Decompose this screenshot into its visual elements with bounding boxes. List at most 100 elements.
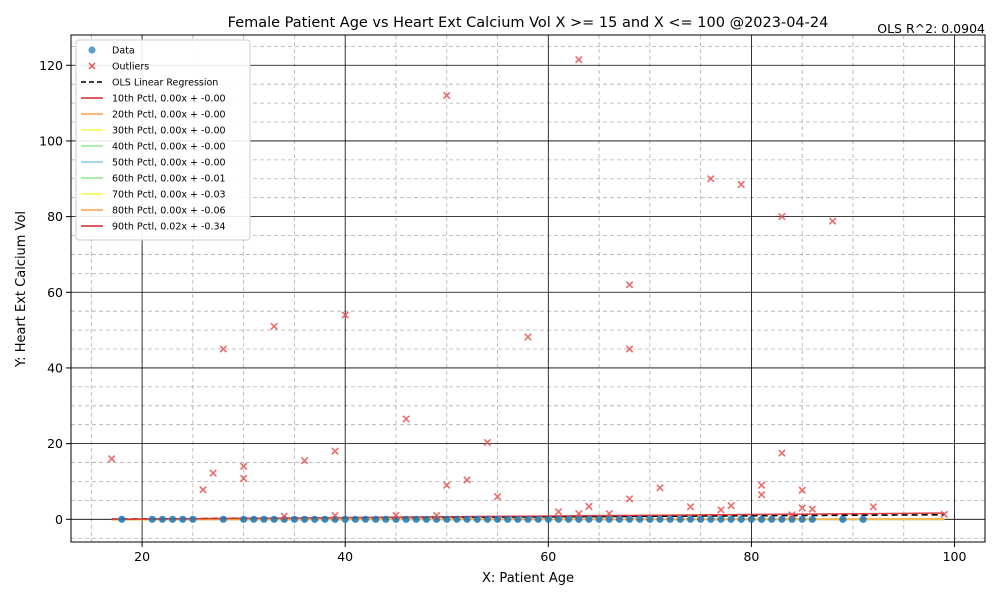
outlier-point [524,333,532,341]
outlier-point [625,280,634,289]
data-point [676,515,684,523]
outlier-point [798,486,806,494]
outlier-point [554,507,563,516]
outlier-point [778,212,786,221]
data-point [250,515,258,523]
data-point [504,515,512,523]
y-tick-label: 20 [47,436,63,451]
outlier-point [331,447,339,455]
data-point [473,515,481,523]
outlier-point [869,503,878,511]
legend-label: 10th Pctl, 0.00x + -0.00 [112,94,226,105]
y-tick-label: 40 [47,360,63,375]
outlier-point [798,504,806,512]
data-point [544,515,552,523]
data-point [331,515,339,523]
data-point [707,515,715,523]
legend-label: 30th Pctl, 0.00x + -0.00 [112,126,226,137]
ols-regression-line [111,513,945,520]
data-point [697,515,705,523]
y-tick-label: 80 [47,209,63,224]
x-tick-label: 20 [134,549,150,564]
data-point [666,515,674,523]
legend-label: 40th Pctl, 0.00x + -0.00 [112,142,226,153]
legend-label: 80th Pctl, 0.00x + -0.06 [112,206,226,217]
data-points [118,515,867,523]
outlier-point [727,501,735,510]
outlier-point [757,490,766,499]
chart-title: Female Patient Age vs Heart Ext Calcium … [228,15,829,31]
data-point [757,515,766,523]
outlier-point [828,217,837,225]
data-point [463,515,471,523]
outlier-point [625,345,634,353]
data-point [422,515,431,523]
data-point [534,515,542,523]
outlier-point [737,180,746,189]
data-point [493,515,502,523]
outlier-point [585,502,593,511]
outlier-point [280,512,289,521]
data-point [189,515,197,523]
y-tick-label: 120 [39,58,63,73]
legend: Data Outliers OLS Linear Regression 10th Pc… [75,39,251,241]
data-point [605,515,613,523]
outlier-point [341,311,349,319]
y-tick-label: 0 [55,512,63,527]
data-point [260,515,268,523]
data-point [686,515,695,523]
data-point [300,515,309,523]
data-point [168,515,177,523]
outlier-point [219,345,228,353]
data-point [585,515,593,523]
legend-label: 70th Pctl, 0.00x + -0.03 [112,190,226,201]
data-point [483,515,491,523]
outlier-point [575,509,583,518]
outlier-point [331,511,339,520]
outlier-point [270,322,278,331]
data-point [402,515,410,523]
outlier-point [575,55,583,64]
legend-label: 20th Pctl, 0.00x + -0.00 [112,110,226,121]
data-point [625,515,634,523]
data-point [524,515,532,523]
legend-label: OLS Linear Regression [112,78,218,89]
outlier-point [656,484,664,492]
data-point [798,515,806,523]
outlier-point [442,481,451,490]
data-point [341,515,349,523]
outlier-point [808,505,817,513]
data-point [636,515,644,523]
data-point [240,515,248,523]
legend-label: 50th Pctl, 0.00x + -0.00 [112,158,226,169]
data-point [311,515,319,523]
outlier-point [463,476,471,484]
outlier-point [402,415,410,423]
outlier-point [757,481,766,490]
outlier-point [707,175,715,183]
data-point [717,515,725,523]
data-point [737,515,745,523]
outlier-point [605,509,614,518]
r2-annotation: OLS R^2: 0.0904 [877,21,985,36]
data-point [179,515,187,523]
data-point [118,515,126,523]
legend-label: Data [112,46,135,57]
axis-ticks: 20 40 60 80 100 0 20 40 60 80 100 120 [39,58,966,564]
outlier-point [239,462,248,471]
legend-marker [88,46,96,54]
x-tick-label: 40 [337,549,353,564]
x-tick-label: 80 [743,549,759,564]
data-point [158,515,166,523]
data-point [392,515,400,523]
data-point [768,515,776,523]
data-point [565,515,573,523]
data-point [382,515,390,523]
outlier-point [940,510,949,519]
x-tick-label: 60 [540,549,556,564]
data-point [412,515,420,523]
outlier-point [778,449,786,457]
data-point [859,515,867,523]
outlier-points [107,55,949,521]
